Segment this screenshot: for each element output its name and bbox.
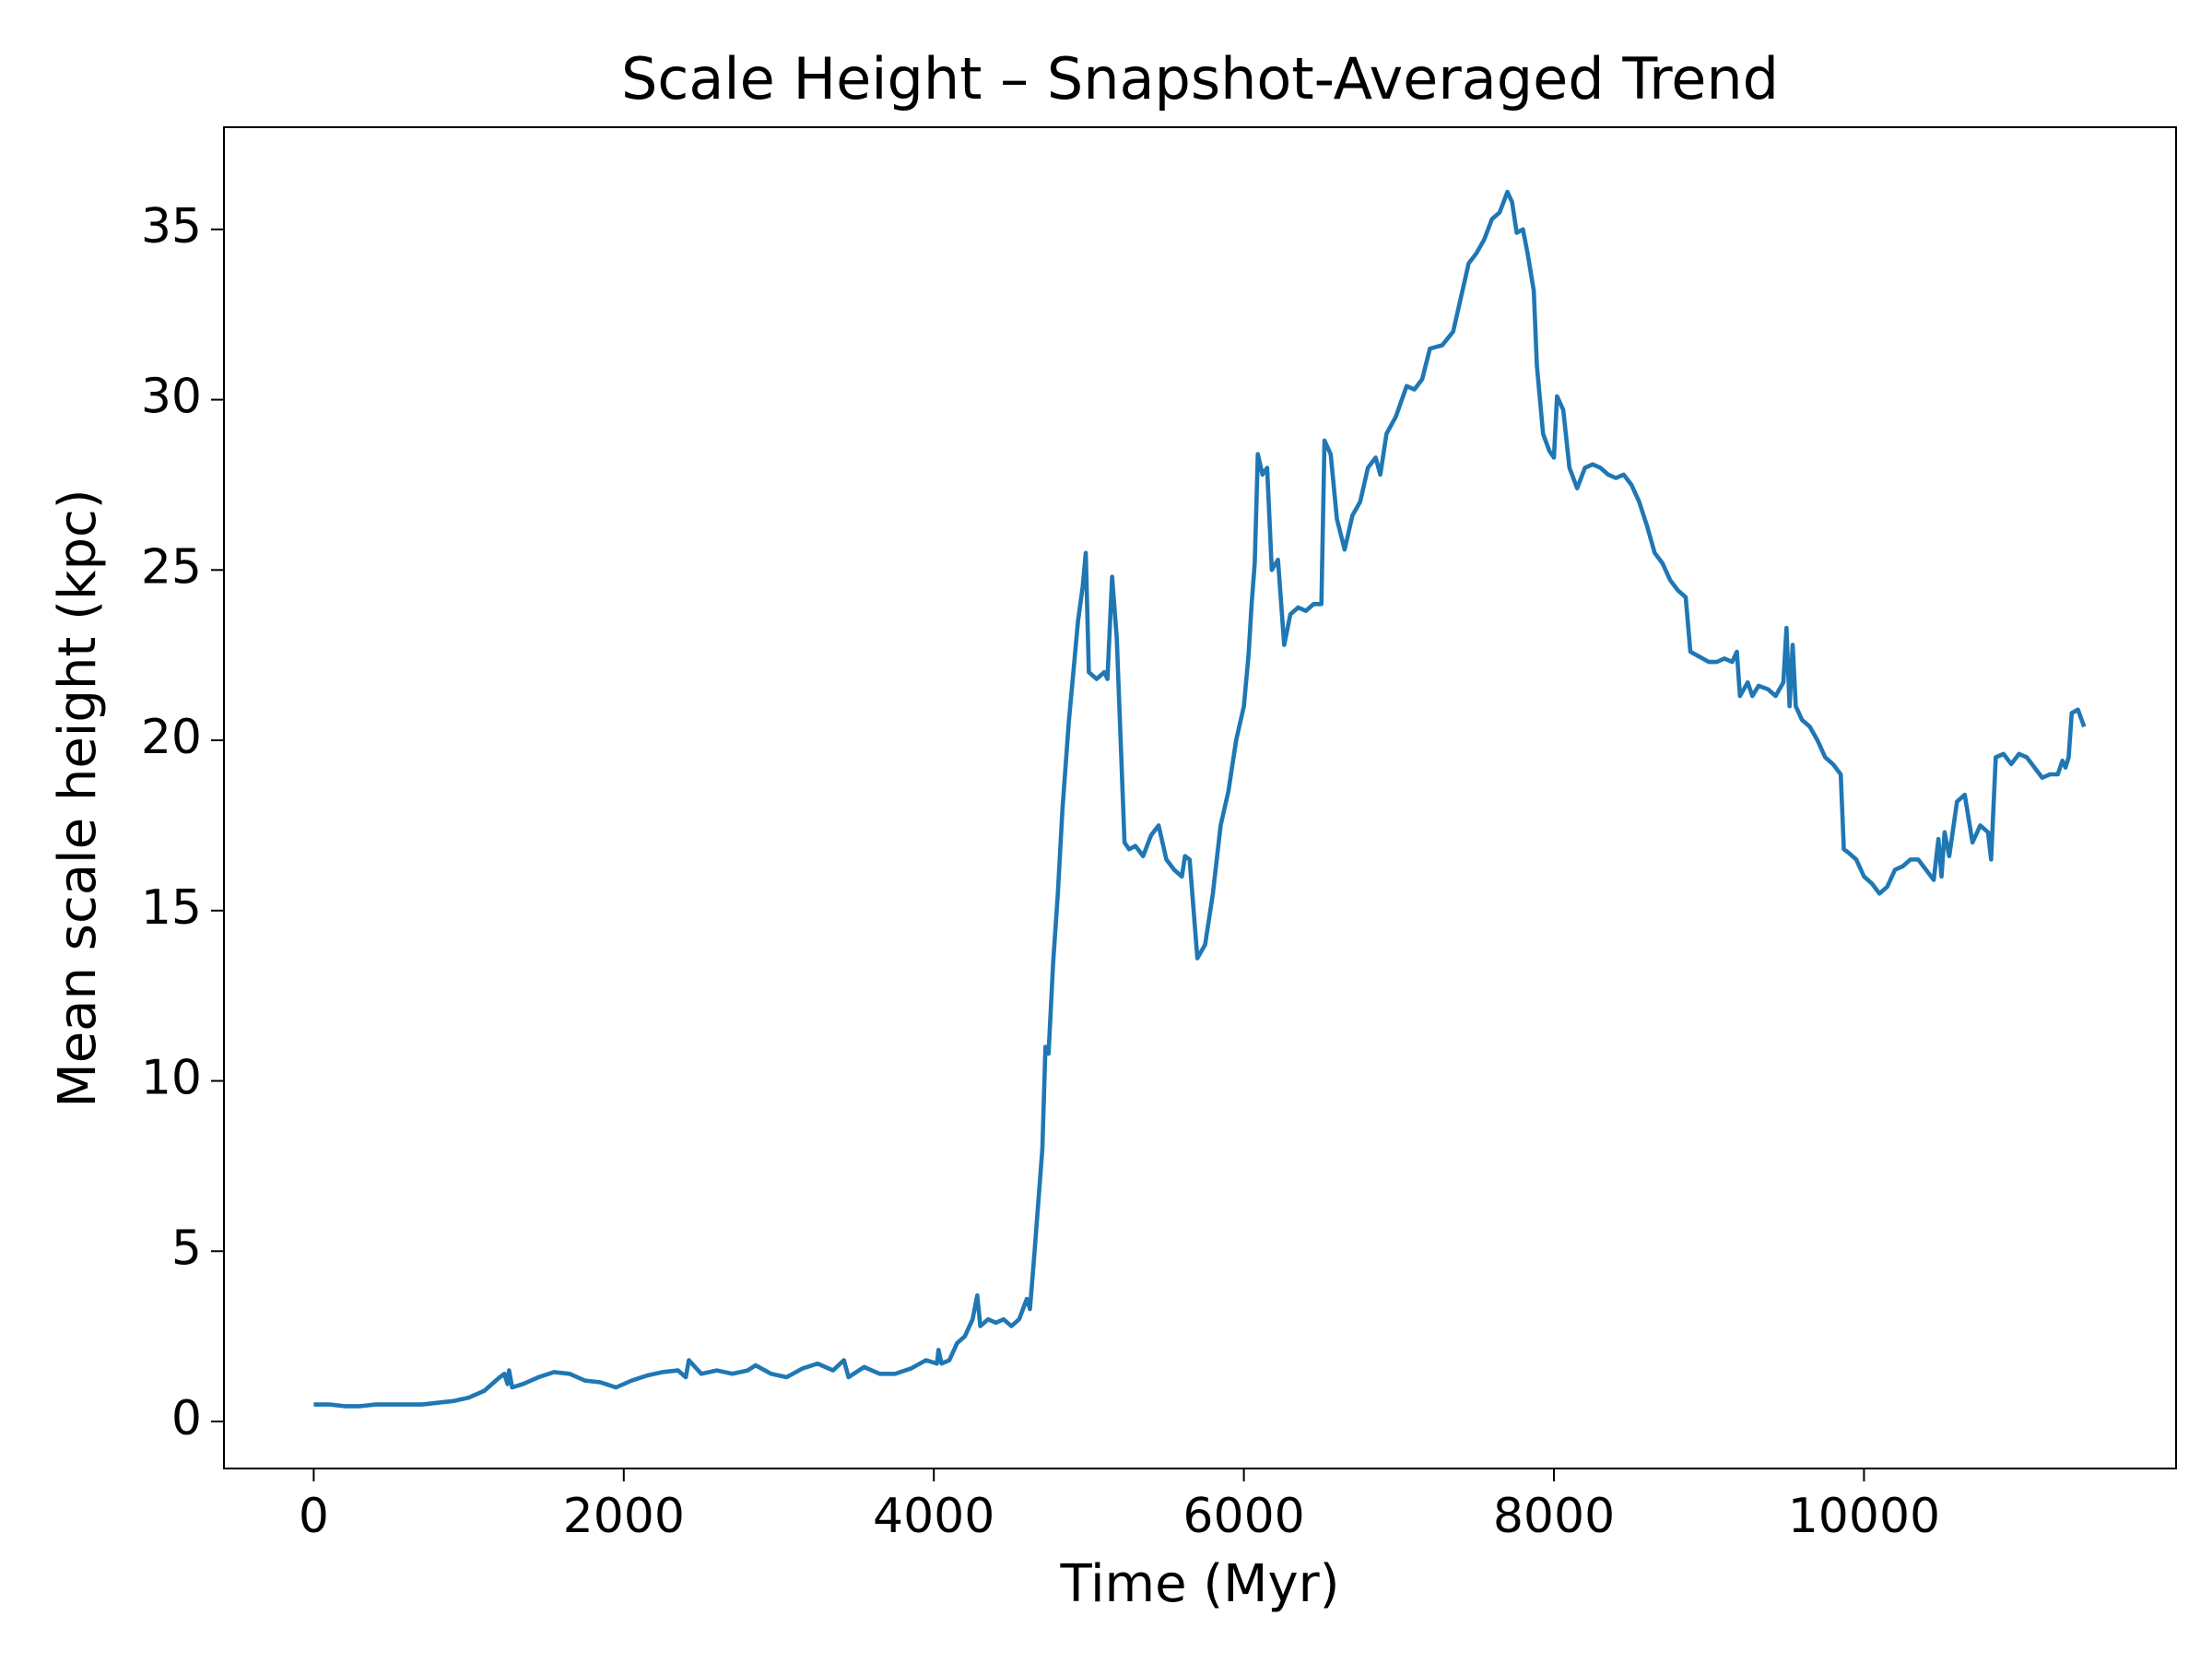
x-tick-label: 8000 (1493, 1489, 1615, 1544)
x-tick-label: 10000 (1788, 1489, 1940, 1544)
y-tick-label: 20 (141, 710, 202, 765)
y-tick-label: 5 (171, 1221, 202, 1276)
plot-frame (223, 126, 2177, 1469)
x-tick-label: 0 (299, 1489, 329, 1544)
chart-title: Scale Height – Snapshot-Averaged Trend (621, 45, 1779, 112)
x-tick-label: 2000 (563, 1489, 685, 1544)
x-tick-label: 4000 (873, 1489, 994, 1544)
y-axis-label: Mean scale height (kpc) (48, 489, 108, 1107)
y-tick-label: 35 (141, 199, 202, 254)
data-line (313, 189, 2087, 1409)
y-tick-label: 25 (141, 539, 202, 595)
y-tick-label: 30 (141, 370, 202, 425)
x-tick-label: 6000 (1182, 1489, 1304, 1544)
x-axis-label: Time (Myr) (1059, 1554, 1339, 1614)
y-tick-label: 0 (171, 1391, 202, 1446)
y-tick-label: 15 (141, 880, 202, 936)
y-tick-label: 10 (141, 1051, 202, 1106)
